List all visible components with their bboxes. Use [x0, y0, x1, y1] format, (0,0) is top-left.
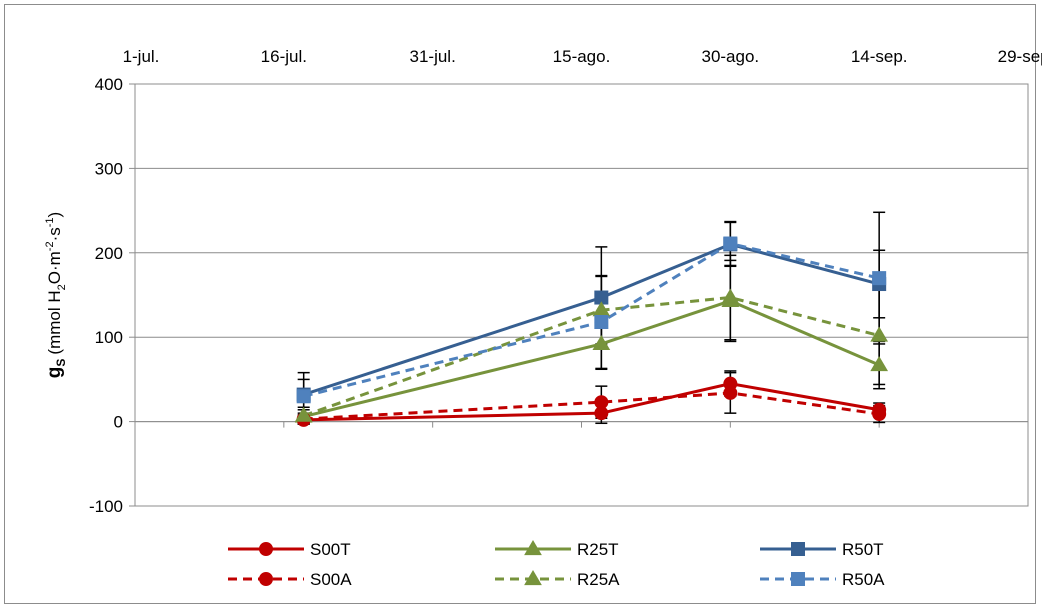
legend-swatch-marker — [791, 572, 805, 586]
series-markers — [294, 236, 889, 427]
legend-item-r50t: R50T — [760, 540, 884, 559]
data-point-r50a — [594, 315, 609, 330]
chart-frame — [4, 4, 1036, 604]
data-point-r50a — [296, 389, 311, 404]
series-line-r50a — [303, 241, 880, 398]
data-point-r25t — [592, 334, 611, 351]
legend-label: S00T — [310, 540, 351, 559]
gridlines — [135, 167, 1028, 423]
legend: S00T R25T R50T S00A R25A R50A — [228, 540, 885, 589]
series-layer — [294, 211, 889, 427]
legend-swatch-marker — [524, 540, 542, 556]
error-bars — [297, 211, 886, 425]
y-axis-unit-sup1: -2 — [44, 241, 56, 251]
legend-label: R50A — [842, 570, 885, 589]
legend-label: S00A — [310, 570, 352, 589]
y-axis-title: gS (mmol H2O·m-2·s-1) — [44, 212, 68, 378]
y-axis-unit-sub: 2 — [56, 284, 68, 290]
legend-item-r25t: R25T — [495, 540, 619, 559]
y-axis-unit-close: ) — [45, 212, 64, 218]
legend-swatch-marker — [259, 542, 273, 556]
y-tick-label: 100 — [95, 328, 123, 347]
y-axis-unit-sup2: -1 — [44, 217, 56, 227]
x-tick-label: 31-jul. — [410, 47, 456, 66]
y-tick-label: -100 — [89, 497, 123, 516]
legend-label: R25T — [577, 540, 619, 559]
data-point-s00a — [723, 385, 738, 400]
legend-item-r25a: R25A — [495, 570, 620, 589]
data-point-r25a — [721, 288, 740, 304]
data-point-s00a — [872, 407, 887, 422]
data-point-s00a — [594, 395, 609, 410]
series-line-r25a — [303, 296, 880, 418]
y-axis-symbol: g — [44, 367, 65, 379]
x-tick-label: 1-jul. — [123, 47, 160, 66]
data-point-r50a — [723, 236, 738, 251]
series-lines — [303, 241, 880, 422]
y-axis-unit-mid: O·m — [45, 251, 64, 284]
legend-swatch-marker — [259, 572, 273, 586]
x-tick-label: 30-ago. — [701, 47, 759, 66]
legend-item-s00t: S00T — [228, 540, 351, 559]
series-line-r25t — [303, 299, 880, 418]
legend-item-r50a: R50A — [760, 570, 885, 589]
x-tick-label: 14-sep. — [851, 47, 908, 66]
legend-label: R50T — [842, 540, 884, 559]
y-tick-label: 0 — [114, 413, 123, 432]
x-tick-label: 29-sep. — [998, 47, 1042, 66]
legend-swatch-marker — [791, 542, 805, 556]
legend-label: R25A — [577, 570, 620, 589]
x-tick-label: 15-ago. — [553, 47, 611, 66]
data-point-r25a — [294, 406, 313, 422]
y-tick-label: 300 — [95, 159, 123, 178]
x-tick-label: 16-jul. — [261, 47, 307, 66]
data-point-r50a — [872, 271, 887, 286]
y-axis-unit-mid2: ·s — [45, 227, 64, 241]
plot-area — [134, 83, 1029, 507]
y-tick-label: 400 — [95, 75, 123, 94]
legend-item-s00a: S00A — [228, 570, 352, 589]
series-line-s00a — [303, 391, 880, 421]
y-axis-unit-open: (mmol H — [45, 290, 64, 354]
y-axis-symbol-sub: S — [54, 359, 68, 367]
data-point-r25t — [870, 356, 889, 372]
data-point-r25a — [870, 326, 889, 342]
series-line-r50t — [303, 242, 880, 397]
y-tick-label: 200 — [95, 244, 123, 263]
legend-swatch-marker — [524, 570, 542, 586]
